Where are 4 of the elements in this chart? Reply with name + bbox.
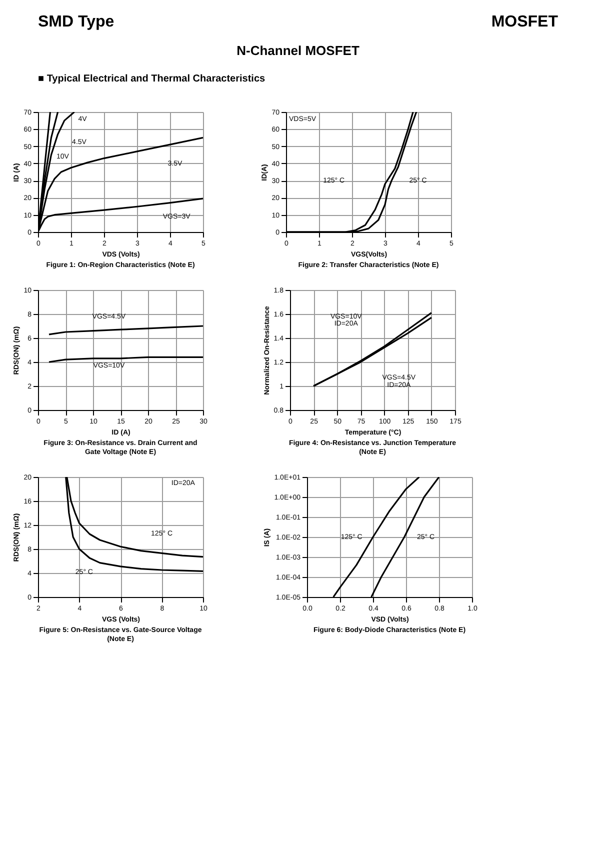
text: ■ Typical Electrical and Thermal Characteristics <box>38 73 266 84</box>
text: MOSFET <box>491 13 558 30</box>
text: N-Channel MOSFET <box>236 43 360 58</box>
text: SMD Type <box>38 13 114 30</box>
